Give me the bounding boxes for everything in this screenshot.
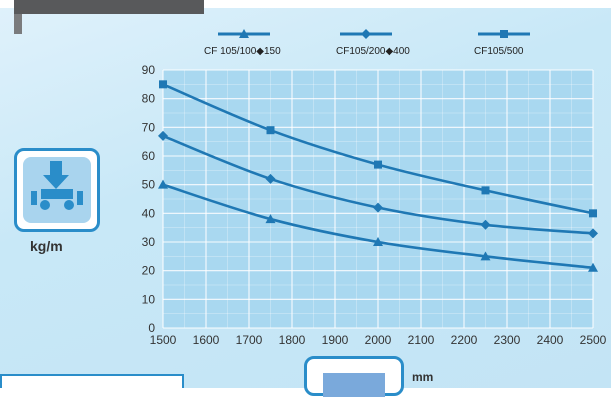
data-point [481,186,490,195]
data-point [589,209,597,218]
legend-label: CF105/500 [474,46,524,57]
x-tick-label: 2300 [494,333,521,347]
x-tick-label: 1500 [150,333,177,347]
y-tick-label: 90 [142,63,156,77]
y-tick-label: 60 [142,149,156,163]
data-point [373,237,383,246]
y-tick-label: 50 [142,178,156,192]
length-icon [323,373,385,397]
y-tick-label: 40 [142,206,156,220]
x-tick-label: 2100 [408,333,435,347]
legend-marker [500,30,508,38]
y-tick-label: 10 [142,292,156,306]
x-tick-label: 2400 [537,333,564,347]
top-tab-shade [14,14,22,34]
y-axis-label: kg/m [30,238,63,254]
data-point [158,130,168,141]
y-tick-label: 0 [148,321,155,335]
data-point [374,160,382,169]
legend-marker [239,29,249,38]
legend-label: CF105/200◆400 [336,46,410,57]
data-point [266,126,275,135]
x-axis-label: mm [412,370,434,384]
data-point [265,214,276,224]
load-icon [23,157,91,223]
x-tick-label: 2500 [580,333,607,347]
x-tick-label: 1700 [236,333,263,347]
bottom-left-panel [0,374,184,388]
top-tab-bar [14,0,204,14]
y-tick-label: 20 [142,264,156,278]
x-tick-label: 2000 [365,333,392,347]
y-tick-label: 80 [142,92,156,106]
x-tick-label: 1900 [322,333,349,347]
data-point [373,202,383,213]
data-point [480,219,491,230]
data-point [588,262,598,272]
y-tick-label: 30 [142,235,156,249]
data-point [588,228,598,239]
legend-marker [361,29,371,39]
data-point [480,251,491,261]
data-point [159,80,167,89]
x-tick-label: 1600 [193,333,220,347]
y-tick-label: 70 [142,120,156,134]
weight-per-meter-icon [14,148,100,232]
line-chart: 0 10 20 30 40 50 60 70 80 90 1500 1600 1700 1800 1900 2… [142,29,607,347]
data-point [158,179,168,189]
x-tick-label: 1800 [279,333,306,347]
data-point [265,173,276,184]
length-icon-box [304,356,404,397]
legend-label: CF 105/100◆150 [204,46,281,57]
x-tick-label: 2200 [451,333,478,347]
